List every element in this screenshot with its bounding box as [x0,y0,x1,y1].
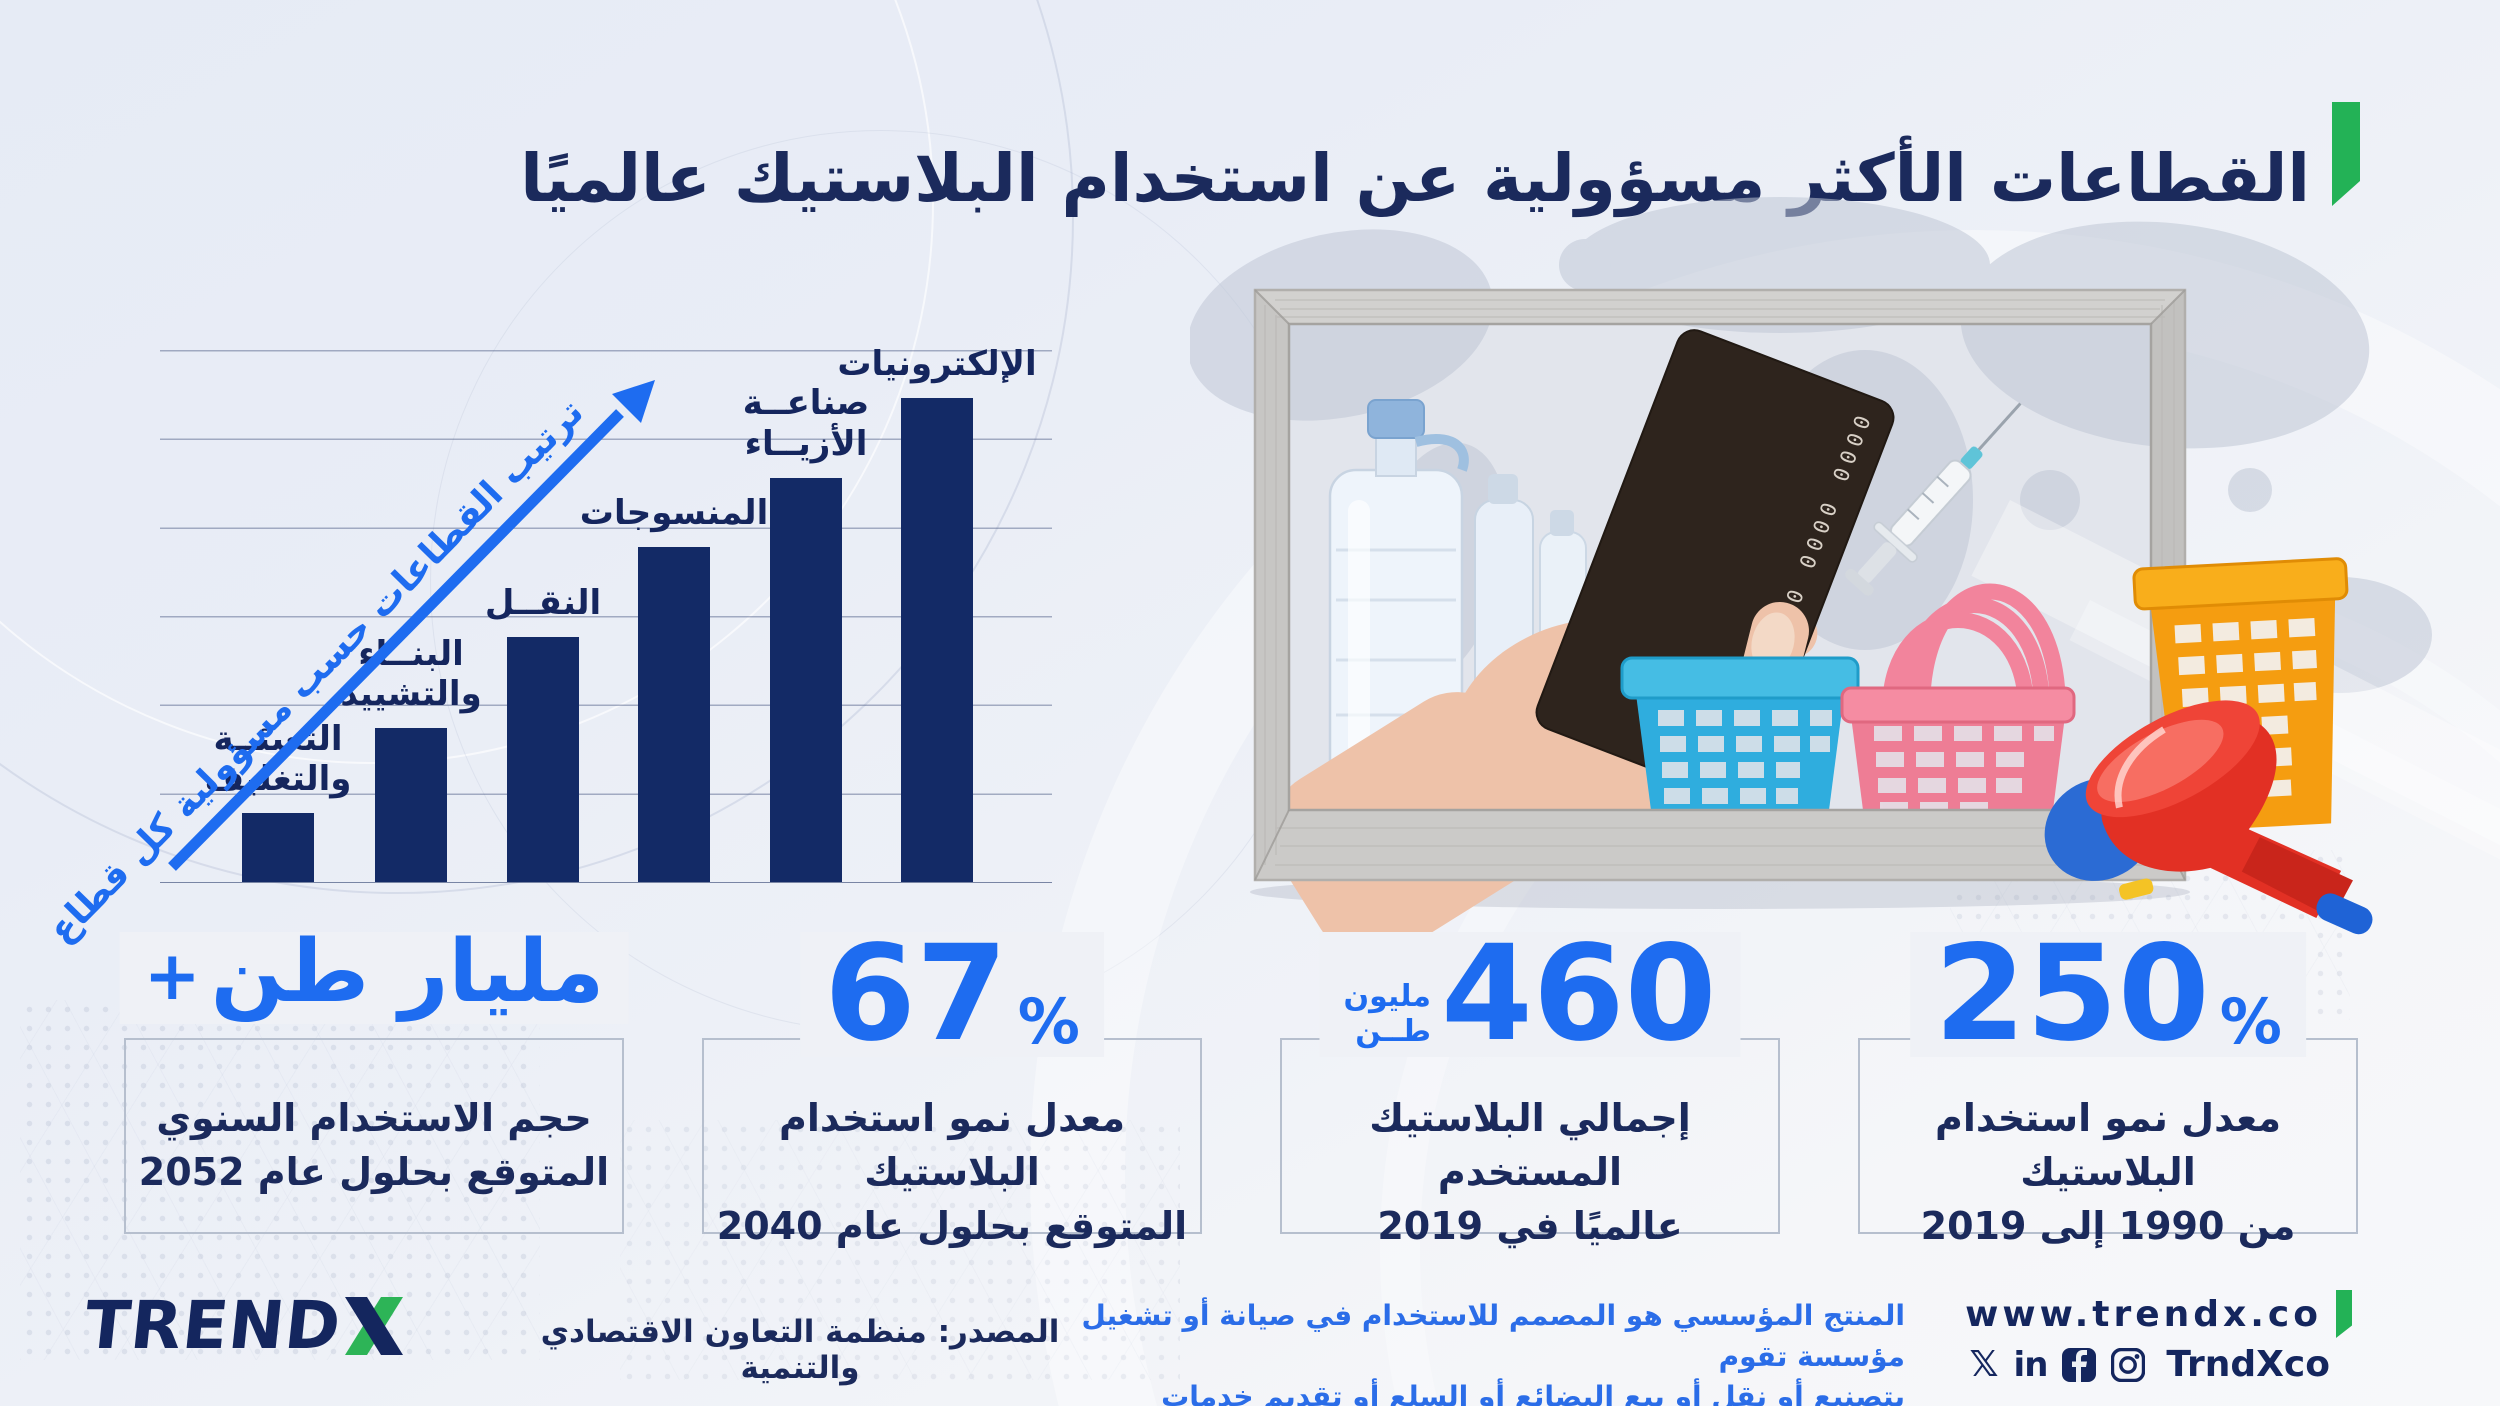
stat-caption: معدل نمو استخدام البلاستيك المتوقع بحلول… [716,1096,1188,1248]
stat-caption: معدل نمو استخدام البلاستيك من 1990 إلى 2… [1920,1096,2296,1248]
stat-value: مليون طــن 460 [1319,917,1741,1071]
stat-number: مليار طن [210,922,605,1022]
chart-bar-2 [507,637,579,882]
trendx-logo: TREND [81,1287,403,1364]
chart-bar-label-5: الإلكترونيات [837,343,1037,384]
stat-unit: مليون طــن [1343,979,1431,1049]
website-row: www.trendx.co [1965,1290,2352,1338]
chart-bar-label-3: المنسوجات [579,492,769,533]
website-url[interactable]: www.trendx.co [1965,1293,2322,1335]
stat-card-growth-1990-2019: 250 % معدل نمو استخدام البلاستيك من 1990… [1858,928,2358,1248]
stat-card-growth-2040: 67 % معدل نمو استخدام البلاستيك المتوقع … [702,928,1202,1248]
stat-caption: حجم الاستخدام السنوي المتوقع بحلول عام 2… [138,1096,610,1194]
blue-basket [1620,656,1860,818]
syringe [1845,402,2022,596]
website-accent-mark [2336,1290,2352,1338]
chart-bar-0 [242,812,314,882]
stat-caption: إجمالي البلاستيك المستخدم عالميًا في 201… [1369,1096,1691,1248]
source-text: المصدر: منظمة التعاون الاقتصادي والتنمية [540,1314,1060,1386]
plus-sign: + [143,937,201,1017]
pink-basket [1840,583,2076,818]
facebook-icon[interactable] [2062,1347,2097,1382]
stat-value: 67 % [800,917,1104,1071]
stat-card-volume-2052: + مليار طن حجم الاستخدام السنوي المتوقع … [119,929,629,1234]
stat-number: 460 [1440,917,1717,1071]
chart-bar-label-4: صناعــة الأزيــاء [742,383,870,464]
instagram-icon[interactable] [2111,1347,2146,1382]
chart-bar-3 [638,546,710,882]
stat-card-total-2019: مليون طــن 460 إجمالي البلاستيك المستخدم… [1280,928,1780,1248]
stat-number: 250 [1934,917,2210,1071]
stat-value: 250 % [1910,917,2306,1071]
social-handle[interactable]: TrndXco [2166,1344,2330,1385]
bar-plot: التعبئــة والتغليف البنــاء والتشييد النقــل… [160,344,1052,883]
disclaimer-text: المنتج المؤسسي هو المصمم للاستخدام في صي… [1081,1299,1905,1406]
chart-bar-1 [375,727,447,882]
stats-row: 250 % معدل نمو استخدام البلاستيك من 1990… [119,928,2358,1248]
plastic-products-photo: 0000 0000 0000 0000 [1190,197,2500,958]
x-icon[interactable]: 𝕏 [1969,1344,1999,1385]
percent-sign: % [1017,984,1080,1058]
logo-x-glyph [344,1296,403,1355]
stat-number: 67 [824,917,1008,1071]
linkedin-icon[interactable]: in [2013,1344,2049,1385]
stat-value: + مليار طن [119,922,629,1024]
logo-wordmark: TREND [80,1287,345,1364]
chart-bar-4 [770,477,842,882]
page-title: القطاعات الأكثر مسؤولية عن استخدام البلا… [520,140,2310,218]
chart-bar-5 [901,397,973,882]
red-funnel [2044,700,2373,935]
percent-sign: % [2219,984,2282,1058]
ranking-arrow [168,380,655,871]
chart-bar-label-2: النقــل [484,583,602,624]
social-row: 𝕏 in TrndXco [1970,1344,2330,1385]
